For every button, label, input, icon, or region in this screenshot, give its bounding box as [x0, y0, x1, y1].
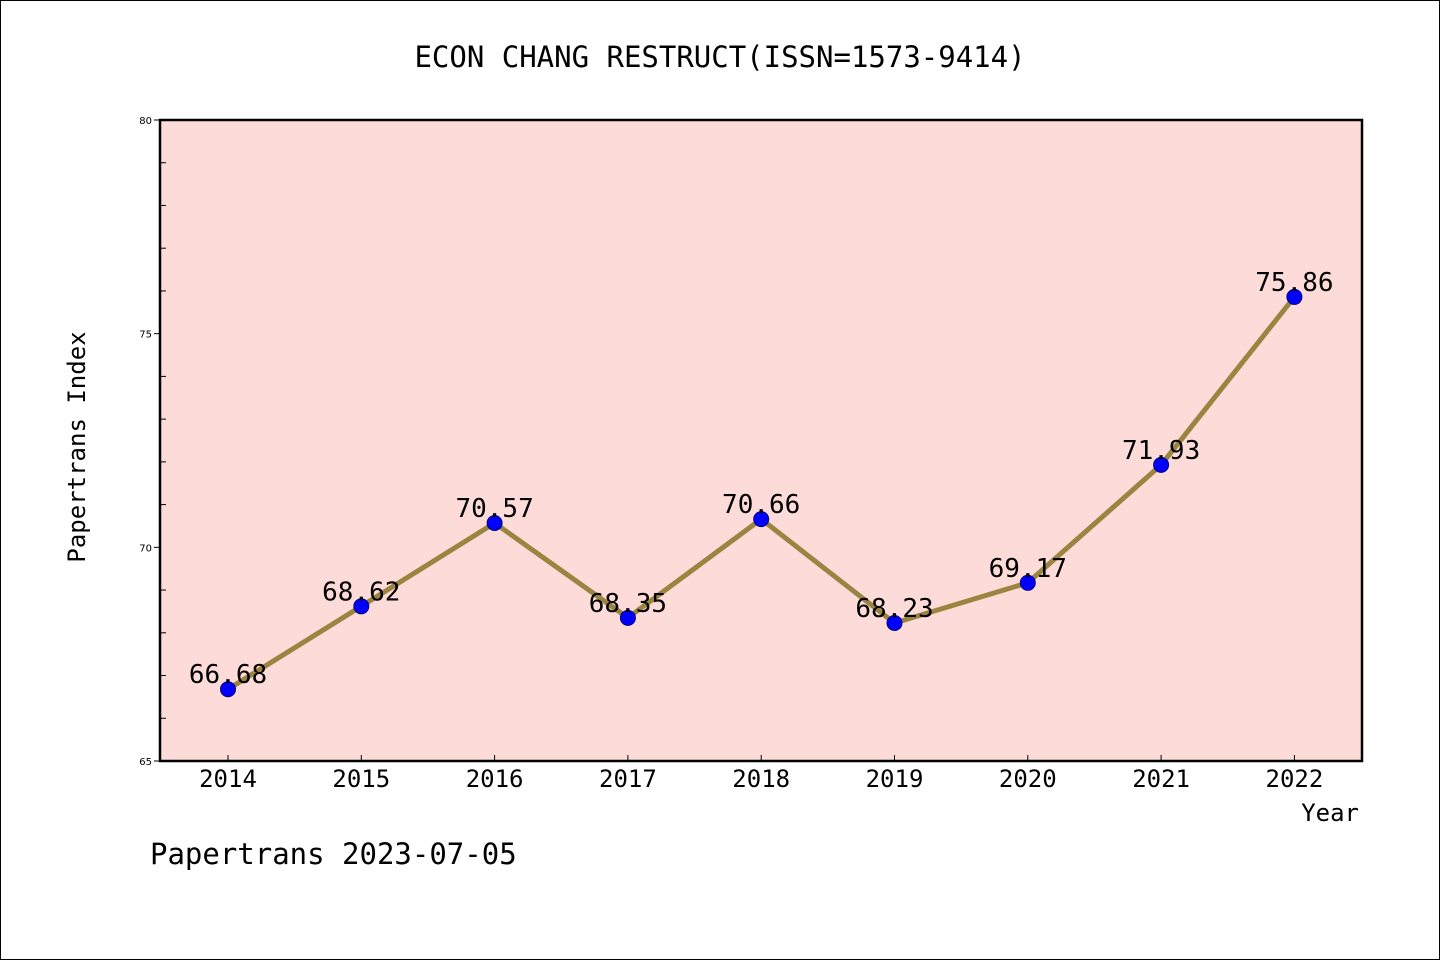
data-point — [619, 609, 636, 626]
series-markers — [220, 288, 1303, 698]
x-tick-label: 2014 — [199, 765, 257, 793]
data-point — [486, 514, 503, 531]
y-tick-label: 75 — [139, 330, 152, 341]
x-tick-label: 2015 — [332, 765, 390, 793]
x-axis: 2014 2015 2016 2017 2018 2019 2020 2021 2022 — [199, 755, 1323, 793]
data-point — [1286, 288, 1303, 305]
x-tick-label: 2019 — [866, 765, 924, 793]
x-tick-label: 2021 — [1132, 765, 1190, 793]
data-label: 69.17 — [989, 554, 1067, 584]
data-point — [353, 598, 370, 615]
x-tick-label: 2022 — [1266, 765, 1324, 793]
y-axis: 65 70 75 80 — [139, 116, 166, 768]
data-label: 70.57 — [455, 494, 533, 524]
chart-title: ECON CHANG RESTRUCT(ISSN=1573-9414) — [414, 40, 1025, 74]
data-label: 71.93 — [1122, 436, 1200, 466]
data-point — [1153, 456, 1170, 473]
data-point — [753, 511, 770, 528]
data-label: 68.62 — [322, 577, 400, 607]
y-tick-label: 70 — [139, 543, 152, 554]
x-tick-label: 2018 — [732, 765, 790, 793]
data-label: 68.35 — [589, 589, 667, 619]
y-tick-label: 65 — [139, 757, 152, 768]
data-point — [1019, 574, 1036, 591]
x-tick-label: 2020 — [999, 765, 1057, 793]
x-tick-label: 2016 — [466, 765, 524, 793]
data-labels: 66.68 68.62 70.57 68.35 70.66 68.23 69.17 71.93… — [189, 268, 1334, 690]
data-label: 66.68 — [189, 660, 267, 690]
data-point — [886, 614, 903, 631]
footer-note: Papertrans 2023-07-05 — [150, 837, 517, 871]
y-tick-label: 80 — [139, 116, 152, 127]
x-axis-title: Year — [1301, 799, 1359, 827]
x-tick-label: 2017 — [599, 765, 657, 793]
data-label: 75.86 — [1255, 268, 1333, 298]
data-label: 70.66 — [722, 490, 800, 520]
y-axis-title: Papertrans Index — [63, 331, 91, 562]
data-point — [220, 681, 236, 698]
data-label: 68.23 — [855, 594, 933, 624]
plot-area — [158, 118, 1364, 763]
